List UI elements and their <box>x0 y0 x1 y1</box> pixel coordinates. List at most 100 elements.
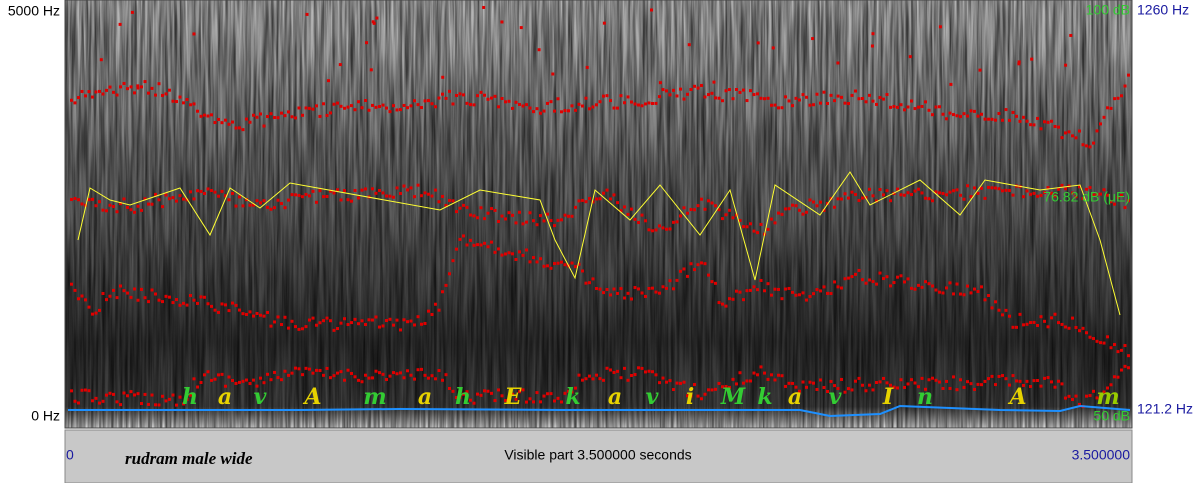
formant-dot <box>108 391 112 395</box>
formant-dot <box>371 20 375 24</box>
formant-dot <box>843 101 847 105</box>
formant-dot <box>661 376 665 380</box>
formant-dot <box>108 203 112 207</box>
formant-dot <box>175 100 178 104</box>
formant-dot <box>588 374 591 378</box>
formant-dot <box>766 227 770 231</box>
formant-dot <box>175 403 178 407</box>
formant-dot <box>948 190 952 194</box>
formant-dot <box>738 90 742 94</box>
formant-dot <box>738 218 742 222</box>
formant-dot <box>1123 344 1127 348</box>
formant-dot <box>1039 384 1043 388</box>
formant-dot <box>441 194 444 198</box>
formant-dot <box>129 295 133 299</box>
formant-dot <box>238 308 241 312</box>
formant-dot <box>882 193 885 197</box>
formant-dot <box>283 315 287 319</box>
formant-dot <box>815 92 819 96</box>
formant-dot <box>710 201 714 205</box>
formant-dot <box>616 369 619 373</box>
formant-dot <box>647 101 651 105</box>
formant-dot <box>136 86 140 90</box>
formant-dot <box>126 87 129 91</box>
formant-dot <box>294 116 297 120</box>
formant-dot <box>787 207 791 211</box>
formant-dot <box>679 381 682 385</box>
formant-dot <box>462 203 465 207</box>
formant-dot <box>427 376 430 380</box>
formant-dot <box>1074 136 1078 140</box>
formant-dot <box>70 197 73 201</box>
formant-dot <box>833 280 836 284</box>
phone-label: k <box>757 384 772 410</box>
formant-dot <box>528 397 532 401</box>
formant-dot <box>973 186 976 190</box>
formant-dot <box>350 199 353 203</box>
formant-dot <box>437 308 441 312</box>
formant-dot <box>1057 125 1060 129</box>
formant-dot <box>77 96 80 100</box>
formant-dot <box>182 402 185 406</box>
formant-dot <box>549 100 553 104</box>
formant-dot <box>365 41 369 45</box>
formant-dot <box>553 262 556 266</box>
formant-dot <box>101 291 105 295</box>
formant-dot <box>1025 119 1029 123</box>
formant-dot <box>815 387 819 391</box>
formant-dot <box>899 193 903 197</box>
formant-dot <box>1106 335 1109 339</box>
formant-dot <box>752 285 756 289</box>
formant-dot <box>381 372 385 376</box>
formant-dot <box>203 295 206 299</box>
formant-dot <box>332 374 336 378</box>
formant-dot <box>721 99 724 103</box>
formant-dot <box>693 84 696 88</box>
formant-dot <box>913 287 917 291</box>
formant-dot <box>917 283 920 287</box>
formant-dot <box>581 378 584 382</box>
formant-dot <box>633 373 637 377</box>
formant-dot <box>829 292 833 296</box>
formant-dot <box>1032 123 1036 127</box>
formant-dot <box>941 112 945 116</box>
formant-dot <box>959 378 962 382</box>
formant-dot <box>903 193 906 197</box>
formant-dot <box>658 81 662 85</box>
formant-dot <box>472 401 476 405</box>
formant-dot <box>1025 189 1029 193</box>
axis-label: 0 Hz <box>31 408 60 424</box>
formant-dot <box>896 105 899 109</box>
formant-dot <box>703 392 707 396</box>
phone-label: v <box>646 384 659 410</box>
formant-dot <box>1046 120 1050 124</box>
formant-dot <box>556 218 560 222</box>
formant-dot <box>1095 396 1099 400</box>
formant-dot <box>91 399 94 403</box>
formant-dot <box>504 252 507 256</box>
formant-dot <box>203 373 206 377</box>
phone-label: v <box>254 384 267 410</box>
formant-dot <box>262 124 266 128</box>
formant-dot <box>927 378 931 382</box>
formant-dot <box>504 399 507 403</box>
formant-dot <box>1113 97 1116 101</box>
formant-dot <box>896 187 899 191</box>
formant-dot <box>206 302 210 306</box>
formant-dot <box>675 220 679 224</box>
start-time: 0 <box>66 447 74 463</box>
formant-dot <box>822 386 826 390</box>
formant-dot <box>87 389 91 393</box>
formant-dot <box>553 109 556 113</box>
formant-dot <box>1036 378 1039 382</box>
formant-dot <box>990 374 994 378</box>
formant-dot <box>966 284 969 288</box>
formant-dot <box>255 311 259 315</box>
formant-dot <box>1127 199 1130 203</box>
formant-dot <box>1099 341 1102 345</box>
formant-dot <box>486 245 490 249</box>
formant-dot <box>917 187 920 191</box>
formant-dot <box>633 286 637 290</box>
formant-dot <box>308 318 311 322</box>
formant-dot <box>931 284 934 288</box>
